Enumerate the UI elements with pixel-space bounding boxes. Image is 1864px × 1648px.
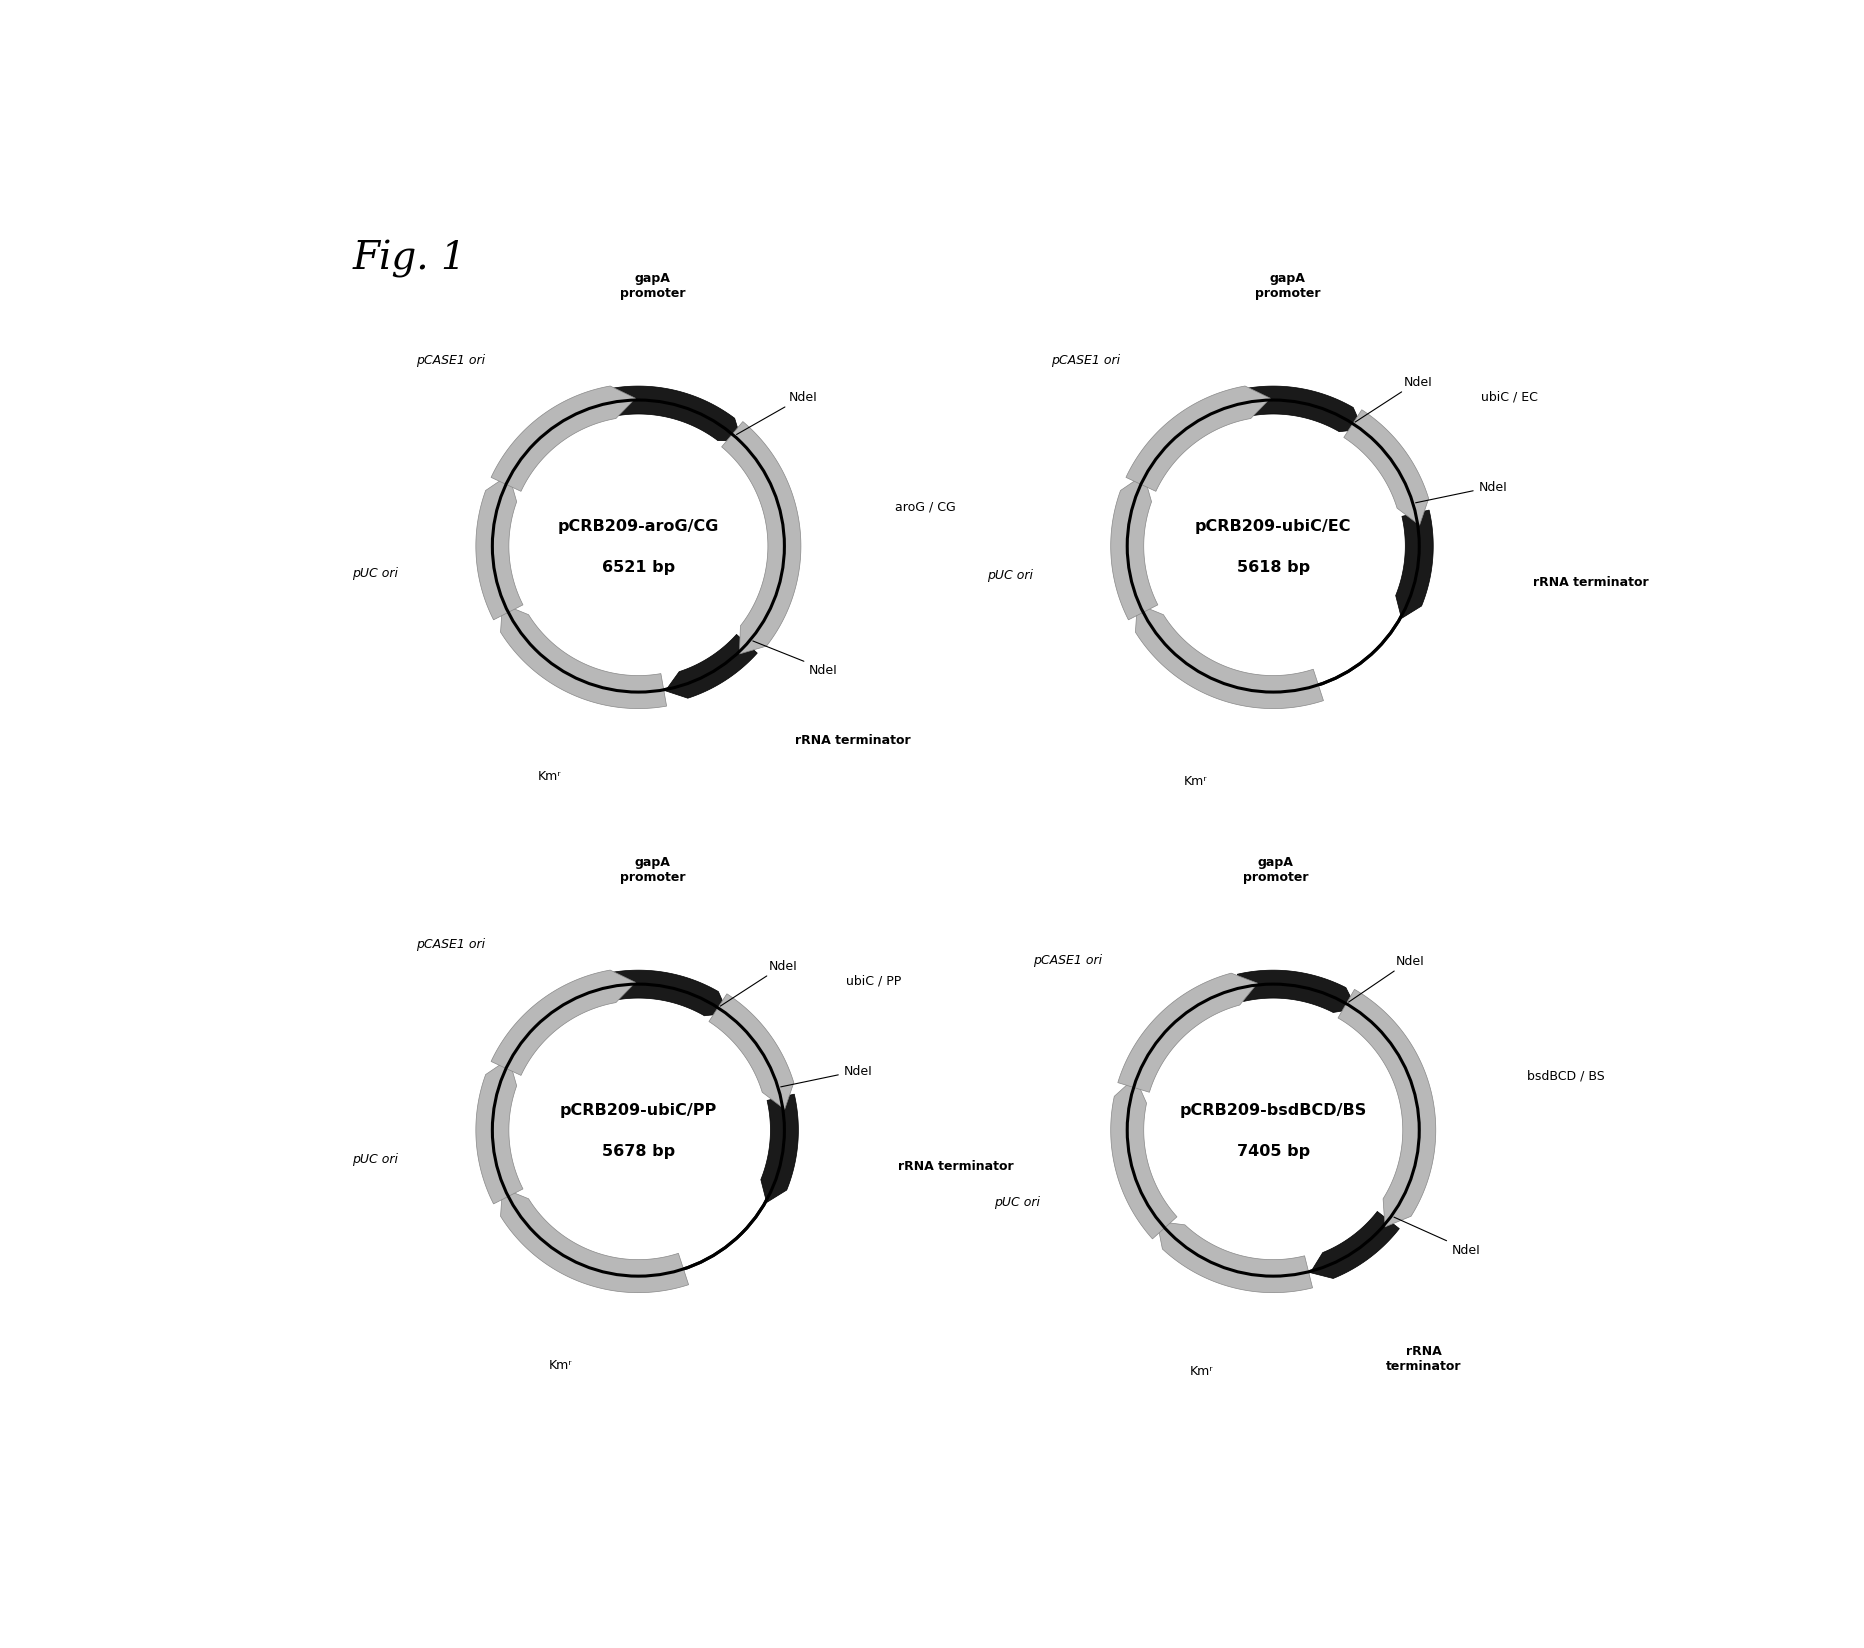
Text: pUC ori: pUC ori — [986, 569, 1033, 582]
Text: 5678 bp: 5678 bp — [602, 1144, 675, 1159]
Text: pCRB209-ubiC/EC: pCRB209-ubiC/EC — [1195, 519, 1351, 534]
Text: NdeI: NdeI — [736, 391, 818, 435]
Text: NdeI: NdeI — [781, 1065, 872, 1088]
Text: pCRB209-ubiC/PP: pCRB209-ubiC/PP — [559, 1103, 716, 1117]
Text: aroG / CG: aroG / CG — [895, 501, 956, 514]
Text: pCRB209-bsdBCD/BS: pCRB209-bsdBCD/BS — [1180, 1103, 1366, 1117]
Polygon shape — [1236, 387, 1363, 432]
Text: pUC ori: pUC ori — [352, 1152, 397, 1165]
Text: pCASE1 ori: pCASE1 ori — [416, 938, 485, 951]
Text: NdeI: NdeI — [1392, 1218, 1480, 1256]
Text: rRNA terminator: rRNA terminator — [1532, 575, 1648, 588]
Polygon shape — [602, 971, 727, 1017]
Polygon shape — [610, 387, 742, 442]
Polygon shape — [665, 634, 757, 699]
Circle shape — [1126, 984, 1419, 1276]
Text: gapA
promoter: gapA promoter — [1241, 855, 1307, 883]
Text: NdeI: NdeI — [1355, 376, 1432, 424]
Text: pCASE1 ori: pCASE1 ori — [1033, 953, 1102, 966]
Circle shape — [492, 400, 785, 692]
Polygon shape — [1156, 1221, 1312, 1294]
Polygon shape — [1310, 1211, 1398, 1279]
Text: gapA
promoter: gapA promoter — [1254, 272, 1320, 300]
Polygon shape — [1126, 387, 1269, 493]
Text: Kmʳ: Kmʳ — [1189, 1365, 1212, 1376]
Text: ubiC / PP: ubiC / PP — [846, 974, 900, 987]
Polygon shape — [500, 1188, 688, 1294]
Text: NdeI: NdeI — [720, 959, 798, 1007]
Text: NdeI: NdeI — [1415, 481, 1506, 504]
Polygon shape — [1111, 1078, 1176, 1239]
Polygon shape — [1117, 974, 1256, 1093]
Text: pCASE1 ori: pCASE1 ori — [416, 354, 485, 368]
Circle shape — [492, 984, 785, 1276]
Text: pUC ori: pUC ori — [994, 1196, 1040, 1208]
Polygon shape — [1236, 971, 1355, 1014]
Text: 5618 bp: 5618 bp — [1236, 560, 1309, 575]
Text: NdeI: NdeI — [753, 641, 837, 676]
Polygon shape — [490, 971, 636, 1076]
Text: pCRB209-aroG/CG: pCRB209-aroG/CG — [557, 519, 720, 534]
Text: pCASE1 ori: pCASE1 ori — [1049, 354, 1118, 368]
Text: 7405 bp: 7405 bp — [1236, 1144, 1309, 1159]
Text: Fig. 1: Fig. 1 — [352, 239, 466, 277]
Polygon shape — [1394, 511, 1432, 620]
Text: ubiC / EC: ubiC / EC — [1480, 391, 1538, 404]
Text: NdeI: NdeI — [1348, 954, 1424, 1002]
Text: Kmʳ: Kmʳ — [548, 1358, 572, 1371]
Text: rRNA
terminator: rRNA terminator — [1385, 1345, 1461, 1373]
Polygon shape — [490, 387, 636, 493]
Polygon shape — [475, 475, 522, 620]
Text: pUC ori: pUC ori — [352, 567, 397, 580]
Text: rRNA terminator: rRNA terminator — [794, 733, 910, 747]
Text: gapA
promoter: gapA promoter — [619, 272, 684, 300]
Text: 6521 bp: 6521 bp — [602, 560, 675, 575]
Text: Kmʳ: Kmʳ — [537, 770, 561, 783]
Polygon shape — [708, 994, 794, 1109]
Polygon shape — [1344, 410, 1428, 526]
Polygon shape — [1111, 475, 1158, 620]
Text: Kmʳ: Kmʳ — [1182, 775, 1206, 788]
Polygon shape — [761, 1094, 798, 1203]
Text: rRNA terminator: rRNA terminator — [898, 1159, 1014, 1172]
Circle shape — [1126, 400, 1419, 692]
Polygon shape — [721, 422, 800, 654]
Polygon shape — [1336, 990, 1435, 1228]
Text: gapA
promoter: gapA promoter — [619, 855, 684, 883]
Polygon shape — [475, 1060, 522, 1205]
Text: bsdBCD / BS: bsdBCD / BS — [1527, 1068, 1603, 1081]
Polygon shape — [1135, 605, 1323, 709]
Polygon shape — [500, 605, 665, 709]
